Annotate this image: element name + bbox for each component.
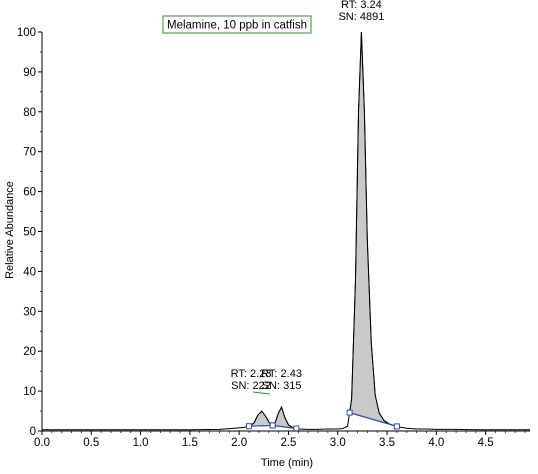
chart-title-box: Melamine, 10 ppb in catfish [162,15,312,34]
x-tick-label: 0.0 [34,437,50,449]
x-tick-label: 3.5 [379,437,395,449]
y-tick-label: 60 [23,187,36,199]
x-tick-label: 1.5 [182,437,198,449]
y-tick-label: 10 [23,386,36,398]
integration-baseline [249,424,273,427]
x-tick-label: 2.5 [280,437,296,449]
y-tick-label: 20 [23,346,36,358]
baseline-marker-layer [246,409,400,432]
peak-start-marker [346,409,353,416]
trace-layer [42,31,530,431]
peak-rt-label: RT: 3.24 [341,0,382,11]
x-tick-label: 0.5 [83,437,99,449]
peak-sn-label: SN: 222 [231,380,271,392]
x-tick-label: 4.0 [428,437,444,449]
x-tick-label: 1.0 [133,437,149,449]
peak-rt-label: RT: 2.43 [261,368,302,380]
y-tick-label: 0 [30,426,36,438]
x-tick-label: 2.0 [231,437,247,449]
axis-layer [38,31,530,435]
chromatogram-trace [42,31,530,431]
label-layer: 0.0 0.5 1.0 1.5 2.0 2.5 3.0 3.5 4.0 4.5 0 10 20 30 40 5… [17,0,494,449]
y-tick-label: 100 [17,27,36,39]
peak-sn-label: SN: 315 [262,380,302,392]
y-tick-label: 80 [23,107,36,119]
y-axis-title: Relative Abundance [4,181,16,279]
peak-start-marker [269,422,276,429]
peak-end-marker [393,423,400,430]
y-tick-label: 70 [23,147,36,159]
peak-label-leader [252,391,270,395]
y-tick-label: 30 [23,306,36,318]
y-tick-label: 90 [23,67,36,79]
peak-sn-label: SN: 4891 [338,11,384,23]
chart-title: Melamine, 10 ppb in catfish [167,20,307,32]
x-axis-title: Time (min) [261,457,313,469]
chart-title-frame [162,15,312,34]
peak-end-marker [293,425,300,432]
y-tick-label: 40 [23,266,36,278]
integration-baseline [272,424,297,430]
x-tick-label: 3.0 [330,437,346,449]
peak-rt-label: RT: 2.23 [231,368,272,380]
integration-baseline [349,412,398,427]
x-tick-label: 4.5 [478,437,494,449]
peak-start-marker [246,423,253,430]
y-tick-label: 50 [23,227,36,239]
